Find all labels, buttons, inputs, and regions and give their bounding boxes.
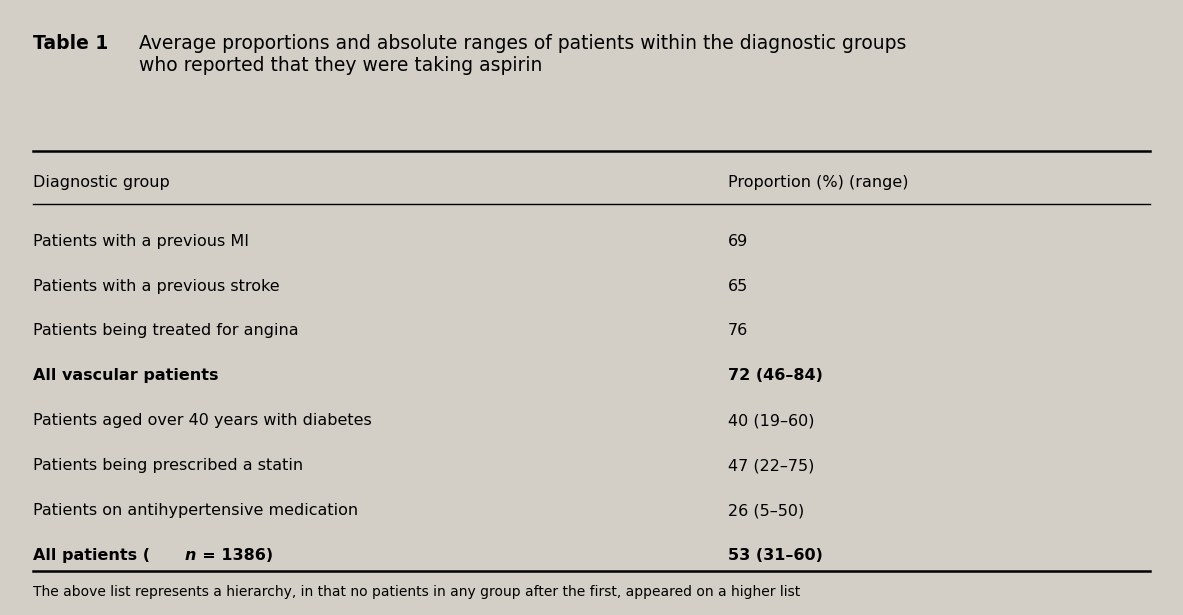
Text: 76: 76 [728,323,748,338]
Text: All vascular patients: All vascular patients [33,368,219,383]
Text: Patients with a previous stroke: Patients with a previous stroke [33,279,279,293]
Text: Table 1: Table 1 [33,34,115,53]
Text: 26 (5–50): 26 (5–50) [728,503,803,518]
Text: 69: 69 [728,234,748,248]
Text: Patients aged over 40 years with diabetes: Patients aged over 40 years with diabete… [33,413,371,428]
Text: Patients on antihypertensive medication: Patients on antihypertensive medication [33,503,358,518]
Text: Patients being prescribed a statin: Patients being prescribed a statin [33,458,303,473]
Text: Average proportions and absolute ranges of patients within the diagnostic groups: Average proportions and absolute ranges … [138,34,906,75]
Text: 47 (22–75): 47 (22–75) [728,458,814,473]
Text: = 1386): = 1386) [199,548,273,563]
Text: The above list represents a hierarchy, in that no patients in any group after th: The above list represents a hierarchy, i… [33,585,801,600]
Text: 40 (19–60): 40 (19–60) [728,413,814,428]
Text: Proportion (%) (range): Proportion (%) (range) [728,175,909,190]
Text: 72 (46–84): 72 (46–84) [728,368,822,383]
Text: Patients with a previous MI: Patients with a previous MI [33,234,250,248]
Text: n: n [185,548,195,563]
Text: 53 (31–60): 53 (31–60) [728,548,822,563]
Text: Patients being treated for angina: Patients being treated for angina [33,323,299,338]
Text: 65: 65 [728,279,748,293]
Text: All patients (: All patients ( [33,548,150,563]
Text: Diagnostic group: Diagnostic group [33,175,170,190]
